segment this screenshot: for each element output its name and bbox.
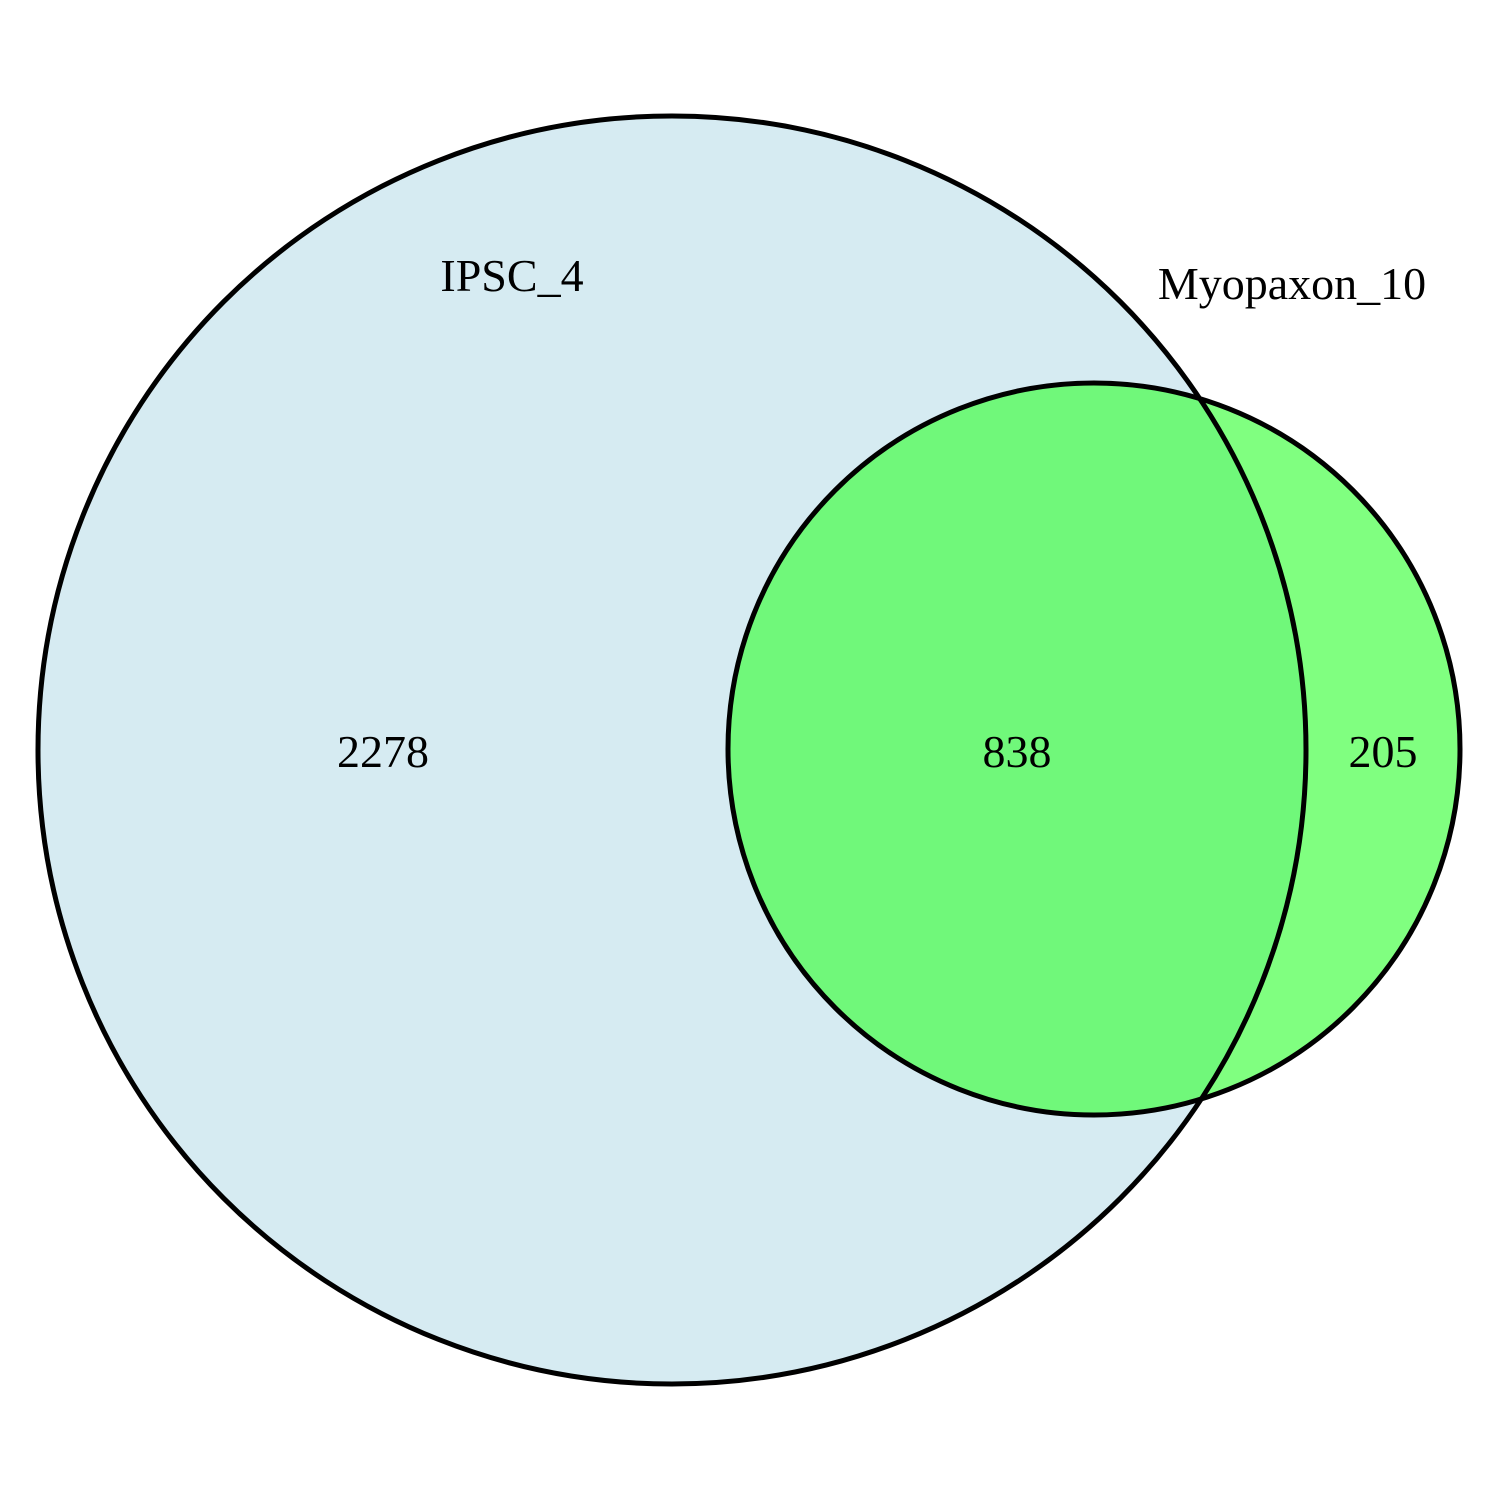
intersection-count: 838 bbox=[983, 726, 1052, 777]
ipsc-4-label: IPSC_4 bbox=[440, 250, 583, 301]
ipsc-4-only-count: 2278 bbox=[337, 726, 429, 777]
myopaxon-10-label: Myopaxon_10 bbox=[1158, 258, 1426, 309]
myopaxon-10-outline bbox=[725, 380, 1463, 1118]
myopaxon-10-only-count: 205 bbox=[1349, 726, 1418, 777]
ipsc-4-outline bbox=[35, 113, 1309, 1387]
